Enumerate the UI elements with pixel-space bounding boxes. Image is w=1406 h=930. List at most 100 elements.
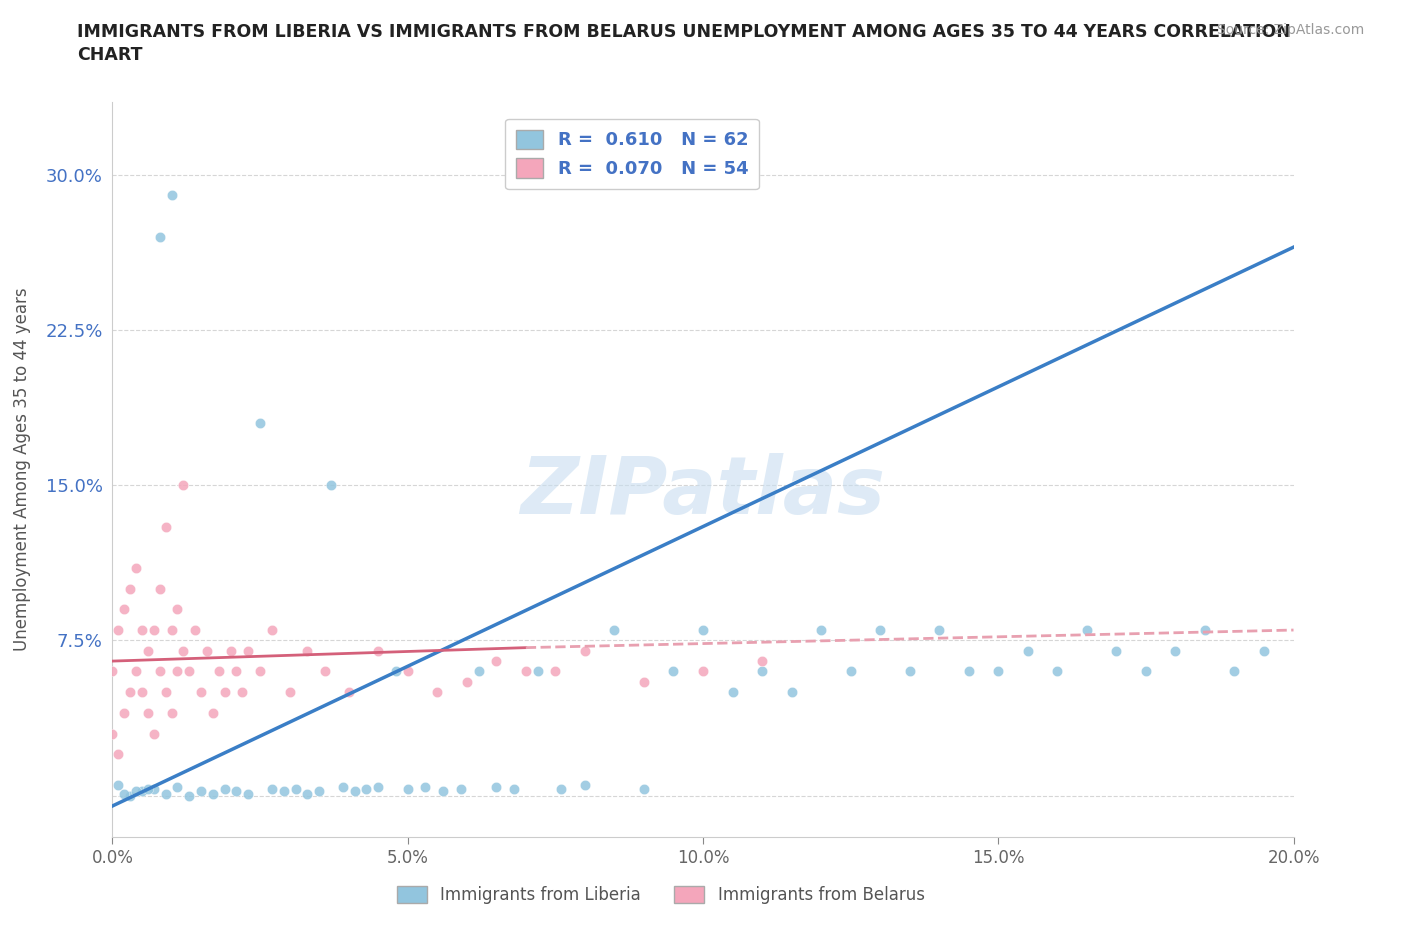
Point <box>249 664 271 679</box>
Point <box>120 684 142 699</box>
Point <box>603 622 626 637</box>
Point <box>633 782 655 797</box>
Point <box>297 786 319 801</box>
Point <box>179 788 201 803</box>
Point <box>1194 622 1216 637</box>
Point <box>112 786 135 801</box>
Point <box>432 784 454 799</box>
Point <box>208 664 231 679</box>
Point <box>179 664 201 679</box>
Point <box>107 777 129 792</box>
Point <box>1076 622 1098 637</box>
Point <box>1105 644 1128 658</box>
Point <box>184 622 207 637</box>
Point <box>131 684 153 699</box>
Point <box>987 664 1010 679</box>
Point <box>160 705 183 720</box>
Point <box>225 664 247 679</box>
Point <box>367 644 389 658</box>
Point <box>1017 644 1039 658</box>
Text: Source: ZipAtlas.com: Source: ZipAtlas.com <box>1216 23 1364 37</box>
Point <box>1223 664 1246 679</box>
Point <box>396 664 419 679</box>
Point <box>142 726 165 741</box>
Point <box>721 684 744 699</box>
Point <box>662 664 685 679</box>
Point <box>692 622 714 637</box>
Point <box>190 684 212 699</box>
Point <box>172 644 194 658</box>
Point <box>101 664 124 679</box>
Point <box>633 674 655 689</box>
Point <box>120 788 142 803</box>
Y-axis label: Unemployment Among Ages 35 to 44 years: Unemployment Among Ages 35 to 44 years <box>14 288 31 651</box>
Point <box>314 664 336 679</box>
Point <box>195 644 218 658</box>
Point <box>160 188 183 203</box>
Legend: Immigrants from Liberia, Immigrants from Belarus: Immigrants from Liberia, Immigrants from… <box>391 879 931 910</box>
Point <box>149 230 172 245</box>
Point <box>166 664 188 679</box>
Point <box>125 561 148 576</box>
Point <box>928 622 950 637</box>
Point <box>149 664 172 679</box>
Point <box>467 664 489 679</box>
Legend: R =  0.610   N = 62, R =  0.070   N = 54: R = 0.610 N = 62, R = 0.070 N = 54 <box>505 119 759 189</box>
Point <box>319 478 342 493</box>
Point <box>367 780 389 795</box>
Point <box>839 664 862 679</box>
Text: CHART: CHART <box>77 46 143 64</box>
Point <box>356 782 378 797</box>
Point <box>214 684 236 699</box>
Point <box>337 684 360 699</box>
Point <box>780 684 803 699</box>
Point <box>249 416 271 431</box>
Point <box>544 664 567 679</box>
Point <box>125 664 148 679</box>
Point <box>297 644 319 658</box>
Point <box>166 602 188 617</box>
Point <box>503 782 526 797</box>
Point <box>214 782 236 797</box>
Point <box>142 782 165 797</box>
Point <box>415 780 437 795</box>
Point <box>107 747 129 762</box>
Point <box>219 644 242 658</box>
Point <box>284 782 307 797</box>
Point <box>485 780 508 795</box>
Point <box>238 644 260 658</box>
Point <box>396 782 419 797</box>
Point <box>1135 664 1157 679</box>
Point <box>260 782 283 797</box>
Point <box>426 684 449 699</box>
Point <box>550 782 572 797</box>
Point <box>172 478 194 493</box>
Point <box>160 622 183 637</box>
Point <box>142 622 165 637</box>
Point <box>136 644 159 658</box>
Point <box>136 782 159 797</box>
Point <box>149 581 172 596</box>
Point <box>131 784 153 799</box>
Point <box>101 726 124 741</box>
Point <box>515 664 537 679</box>
Text: ZIPatlas: ZIPatlas <box>520 453 886 531</box>
Point <box>201 705 224 720</box>
Point <box>869 622 891 637</box>
Point <box>120 581 142 596</box>
Point <box>107 622 129 637</box>
Text: IMMIGRANTS FROM LIBERIA VS IMMIGRANTS FROM BELARUS UNEMPLOYMENT AMONG AGES 35 TO: IMMIGRANTS FROM LIBERIA VS IMMIGRANTS FR… <box>77 23 1291 41</box>
Point <box>155 519 177 534</box>
Point <box>385 664 408 679</box>
Point <box>260 622 283 637</box>
Point <box>231 684 253 699</box>
Point <box>238 786 260 801</box>
Point <box>526 664 548 679</box>
Point <box>112 705 135 720</box>
Point <box>278 684 301 699</box>
Point <box>751 664 773 679</box>
Point <box>308 784 330 799</box>
Point <box>225 784 247 799</box>
Point <box>273 784 295 799</box>
Point <box>574 644 596 658</box>
